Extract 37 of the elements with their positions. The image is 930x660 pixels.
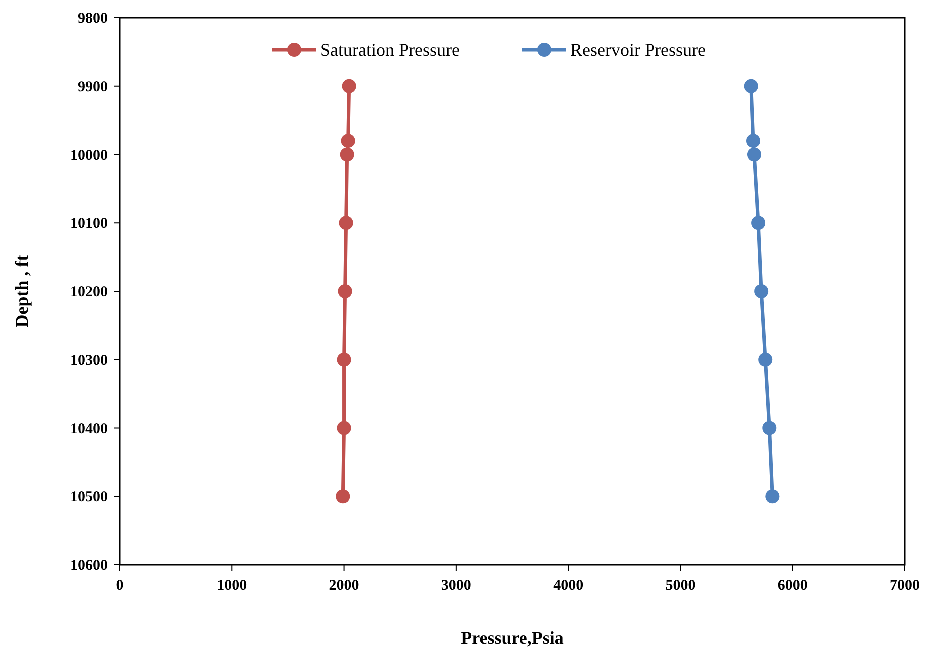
y-tick-label: 10200 [70, 284, 108, 300]
x-tick-label: 1000 [217, 578, 248, 594]
y-tick-label: 10400 [70, 421, 108, 438]
x-tick-label: 6000 [778, 578, 808, 594]
point [338, 284, 352, 298]
y-tick-label: 10000 [70, 148, 108, 164]
x-tick-label: 4000 [554, 578, 584, 594]
legend-label: Saturation Pressure [320, 40, 460, 60]
x-tick-label: 7000 [890, 578, 920, 594]
x-tick-label: 0 [116, 578, 124, 594]
y-tick-label: 10100 [70, 216, 108, 232]
y-tick-label: 10600 [70, 558, 108, 574]
y-tick-label: 10500 [70, 490, 108, 506]
point [766, 490, 780, 504]
point [744, 79, 758, 94]
point [340, 148, 354, 162]
point [341, 134, 356, 148]
point [339, 216, 354, 230]
y-tick-label: 10300 [70, 352, 108, 369]
point [748, 148, 762, 162]
point [337, 421, 352, 436]
point [752, 216, 766, 230]
point [762, 421, 777, 436]
point [746, 134, 760, 148]
point [758, 352, 773, 367]
y-tick-label: 9900 [78, 79, 108, 96]
point [754, 284, 769, 298]
y-tick-label: 9800 [78, 11, 108, 27]
x-tick-label: 2000 [329, 578, 360, 594]
x-axis-title: Pressure,Psia [461, 628, 564, 648]
y-axis-title: Depth , ft [12, 255, 32, 328]
x-tick-label: 5000 [666, 578, 696, 594]
point [342, 79, 356, 94]
x-tick-label: 3000 [441, 578, 472, 594]
legend-label: Reservoir Pressure [570, 40, 706, 60]
point [336, 490, 350, 504]
point [337, 352, 352, 367]
